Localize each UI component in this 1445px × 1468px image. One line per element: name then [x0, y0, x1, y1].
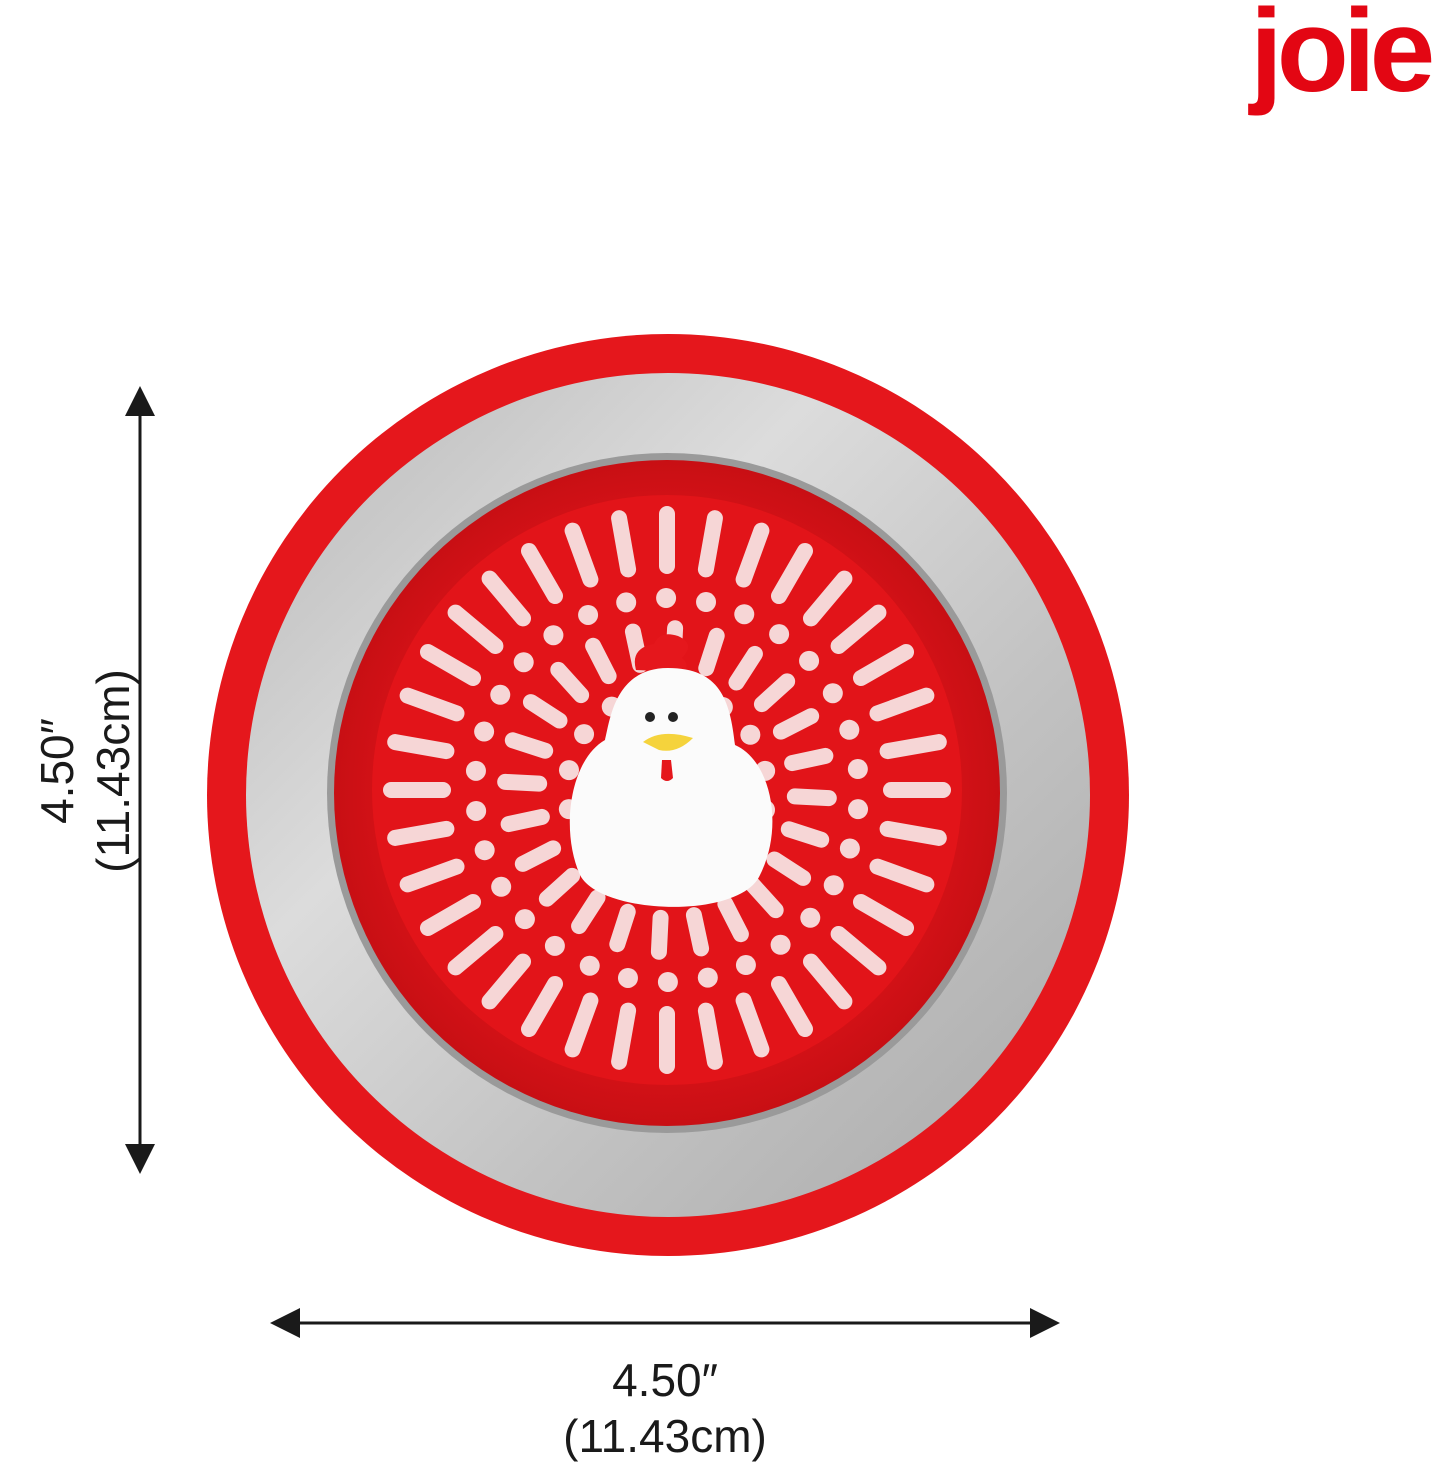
strainer-dot	[799, 650, 820, 671]
strainer-slot	[611, 510, 637, 578]
strainer-dot	[491, 876, 512, 897]
strainer-dot	[514, 909, 535, 930]
strainer-slot	[585, 637, 617, 685]
brand-logo: joie	[1250, 0, 1435, 117]
strainer-dot	[543, 625, 564, 646]
strainer-dot	[579, 955, 600, 976]
strainer-slot	[514, 840, 562, 872]
strainer-slot	[419, 644, 482, 686]
strainer-slot	[650, 909, 669, 960]
strainer-slot	[786, 788, 837, 807]
strainer-slot	[550, 661, 590, 704]
strainer-dot	[466, 800, 487, 821]
strainer-slot	[744, 876, 784, 919]
strainer-slot	[564, 522, 599, 588]
strainer-slot	[481, 953, 532, 1010]
height-cm: (11.43cm)	[87, 669, 139, 873]
strainer-dot	[474, 840, 495, 861]
strainer-slot	[852, 644, 915, 686]
strainer-dot	[769, 624, 790, 645]
strainer-dot	[656, 588, 677, 609]
strainer-dot	[544, 935, 565, 956]
strainer-slot	[685, 907, 710, 957]
height-dimension-label: 4.50″ (11.43cm)	[29, 571, 141, 971]
strainer-dot	[800, 907, 821, 928]
strainer-dot	[574, 724, 595, 745]
strainer-slot	[522, 694, 568, 729]
strainer-dot	[696, 592, 717, 613]
strainer-slot	[697, 510, 723, 578]
strainer-slot	[802, 953, 853, 1010]
strainer-slot	[609, 903, 636, 953]
strainer-slot	[771, 542, 813, 605]
strainer-dot	[474, 721, 495, 742]
strainer-slot	[500, 808, 550, 833]
strainer-dot	[847, 759, 868, 780]
height-inches: 4.50″	[31, 718, 83, 824]
strainer-dot	[513, 652, 534, 673]
strainer-dot	[558, 760, 579, 781]
strainer-dot	[822, 683, 843, 704]
strainer-slot	[504, 732, 554, 759]
strainer-slot	[387, 734, 455, 760]
strainer-slot	[879, 820, 947, 846]
strainer-slot	[869, 687, 935, 722]
strainer-slot	[399, 858, 465, 893]
strainer-dot	[465, 760, 486, 781]
strainer-slot	[780, 821, 830, 848]
strainer-slot	[387, 820, 455, 846]
strainer-dot	[770, 934, 791, 955]
strainer-slot	[735, 522, 770, 588]
strainer-slot	[735, 992, 770, 1058]
strainer-slot	[879, 734, 947, 760]
strainer-dot	[823, 875, 844, 896]
strainer-dot	[735, 955, 756, 976]
strainer-slot	[784, 747, 834, 772]
width-inches: 4.50″	[612, 1354, 718, 1406]
strainer-slot	[698, 627, 725, 677]
strainer-slot	[830, 925, 887, 976]
width-dimension-label: 4.50″ (11.43cm)	[465, 1352, 865, 1464]
strainer-slot	[399, 687, 465, 722]
strainer-slot	[611, 1002, 637, 1070]
strainer-slot	[571, 889, 606, 935]
strainer-slot	[521, 975, 563, 1038]
strainer-slot	[481, 570, 532, 627]
strainer-dot	[848, 799, 869, 820]
strainer-slot	[697, 1002, 723, 1070]
strainer-slot	[772, 708, 820, 740]
strainer-dot	[839, 838, 860, 859]
strainer-slot	[538, 867, 581, 907]
strainer-slot	[771, 975, 813, 1038]
width-cm: (11.43cm)	[563, 1410, 767, 1462]
strainer-dot	[740, 724, 761, 745]
strainer-dot	[490, 684, 511, 705]
strainer-slot	[564, 992, 599, 1058]
strainer-dot	[617, 967, 638, 988]
strainer-slot	[419, 894, 482, 936]
strainer-slot	[447, 925, 504, 976]
strainer-slot	[447, 604, 504, 655]
strainer-slot	[728, 645, 763, 691]
chicken-icon	[569, 634, 773, 907]
strainer-slot	[869, 858, 935, 893]
strainer-slot	[830, 604, 887, 655]
strainer-slot	[521, 542, 563, 605]
strainer-slot	[753, 673, 796, 713]
strainer-dot	[578, 604, 599, 625]
strainer-slot	[852, 894, 915, 936]
strainer-dot	[616, 592, 637, 613]
strainer-dot	[697, 967, 718, 988]
strainer-dot	[657, 971, 678, 992]
strainer-slot	[766, 851, 812, 886]
strainer-slot	[802, 570, 853, 627]
strainer-dot	[839, 719, 860, 740]
strainer-slot	[497, 773, 548, 792]
strainer-slot	[717, 895, 749, 943]
strainer-dot	[734, 604, 755, 625]
